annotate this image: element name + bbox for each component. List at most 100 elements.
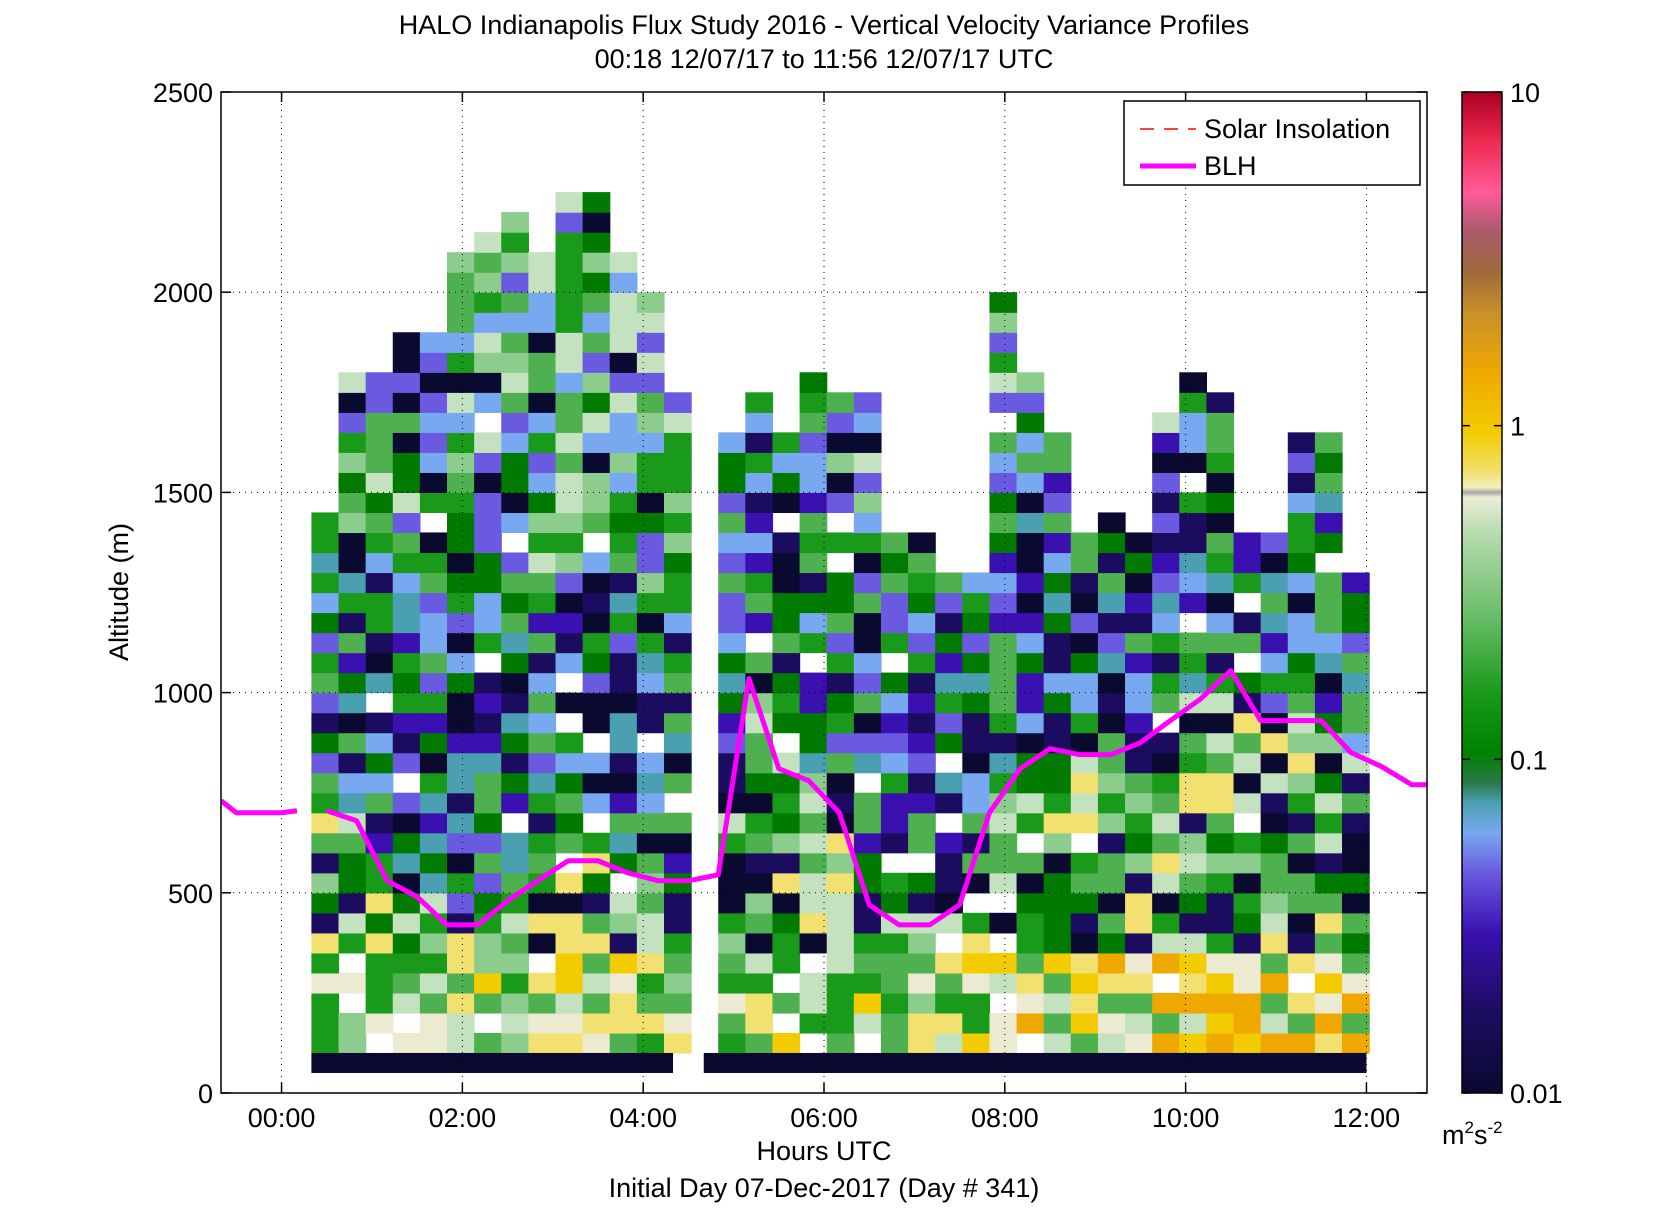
heatmap-cell — [636, 612, 665, 634]
heatmap-cell — [853, 412, 882, 433]
heatmap-cell — [528, 492, 557, 514]
heatmap-cell — [555, 832, 584, 854]
heatmap-cell — [1016, 512, 1045, 534]
heatmap-cell — [636, 572, 665, 594]
heatmap-cell — [392, 812, 421, 834]
heatmap-cell — [1070, 1032, 1099, 1054]
heatmap-cell — [1152, 692, 1180, 714]
heatmap-cell — [501, 1032, 529, 1054]
heatmap-cell — [1152, 652, 1180, 674]
heatmap-cell — [1016, 1012, 1045, 1034]
heatmap-cell — [962, 692, 991, 714]
heatmap-cell — [853, 692, 882, 714]
heatmap-cell — [989, 472, 1018, 493]
heatmap-cell — [853, 952, 882, 974]
heatmap-cell — [908, 572, 936, 594]
heatmap-cell — [392, 792, 421, 814]
heatmap-cell — [880, 1032, 909, 1054]
heatmap-cell — [582, 412, 611, 433]
heatmap-cell — [1179, 832, 1208, 854]
heatmap-cell — [1097, 832, 1126, 854]
heatmap-cell — [338, 452, 367, 473]
heatmap-cell — [745, 972, 774, 994]
heatmap-cell — [1179, 712, 1208, 734]
heatmap-cell — [1342, 572, 1370, 594]
heatmap-cell — [501, 672, 529, 694]
heatmap-cell — [609, 452, 638, 473]
heatmap-cell — [636, 812, 665, 834]
heatmap-cell — [582, 352, 611, 373]
heatmap-cell — [474, 332, 502, 353]
heatmap-cell — [908, 932, 936, 954]
heatmap-cell — [392, 472, 421, 493]
heatmap-cell — [935, 772, 963, 794]
heatmap-cell — [555, 272, 584, 293]
heatmap-cell — [555, 872, 584, 894]
heatmap-cell — [338, 912, 367, 934]
heatmap-cell — [1070, 632, 1099, 654]
heatmap-cell — [392, 952, 421, 974]
heatmap-cell — [501, 792, 529, 814]
heatmap-cell — [935, 572, 963, 594]
heatmap-cell — [989, 732, 1018, 754]
heatmap-cell — [880, 672, 909, 694]
heatmap-cell — [1016, 872, 1045, 894]
heatmap-cell — [826, 492, 855, 514]
heatmap-cell — [419, 632, 448, 654]
heatmap-cell — [636, 292, 665, 313]
heatmap-cell — [1152, 432, 1180, 453]
chart-footer: Initial Day 07-Dec-2017 (Day # 341) — [609, 1173, 1040, 1203]
heatmap-cell — [663, 892, 692, 914]
heatmap-cell — [962, 712, 991, 734]
heatmap-cell — [582, 272, 611, 293]
heatmap-cell — [365, 392, 394, 413]
heatmap-cell — [1314, 1012, 1343, 1034]
heatmap-cell — [989, 772, 1018, 794]
heatmap-cell — [555, 532, 584, 554]
heatmap-cell — [555, 812, 584, 834]
heatmap-cell — [365, 892, 394, 914]
heatmap-cell — [1125, 1012, 1153, 1034]
heatmap-cell — [636, 332, 665, 353]
heatmap-cell — [609, 792, 638, 814]
heatmap-cell — [853, 512, 882, 534]
heatmap-cell — [501, 732, 529, 754]
heatmap-cell — [447, 1012, 475, 1034]
heatmap-cell — [392, 492, 421, 514]
heatmap-cell — [745, 412, 774, 433]
heatmap-cell — [1233, 772, 1262, 794]
heatmap-cell — [582, 492, 611, 514]
heatmap-cell — [1206, 812, 1235, 834]
heatmap-cell — [609, 612, 638, 634]
heatmap-cell — [501, 352, 529, 373]
heatmap-cell — [1070, 692, 1099, 714]
heatmap-cell — [745, 912, 774, 934]
heatmap-cell — [582, 792, 611, 814]
heatmap-cell — [880, 572, 909, 594]
heatmap-cell — [718, 792, 746, 814]
heatmap-cell — [1016, 932, 1045, 954]
heatmap-cell — [826, 472, 855, 493]
heatmap-cell — [880, 972, 909, 994]
heatmap-cell — [1206, 732, 1235, 754]
heatmap-cell — [338, 932, 367, 954]
heatmap-cell — [365, 812, 394, 834]
heatmap-cell — [474, 232, 502, 253]
heatmap-cell — [636, 712, 665, 734]
heatmap-cell — [501, 252, 529, 273]
colorbar-tick-label: 0.1 — [1510, 745, 1548, 775]
heatmap-cell — [1314, 932, 1343, 954]
heatmap-cell — [1287, 732, 1316, 754]
heatmap-cell — [609, 552, 638, 574]
heatmap-cell — [609, 692, 638, 714]
heatmap-cell — [1287, 632, 1316, 654]
heatmap-cell — [636, 652, 665, 674]
heatmap-cell — [501, 632, 529, 654]
heatmap-cell — [1287, 532, 1316, 554]
heatmap-cell — [1342, 912, 1370, 934]
heatmap-cell — [419, 332, 448, 353]
heatmap-cell — [1342, 952, 1370, 974]
heatmap-cell — [853, 472, 882, 493]
heatmap-cell — [1097, 672, 1126, 694]
heatmap-cell — [392, 732, 421, 754]
